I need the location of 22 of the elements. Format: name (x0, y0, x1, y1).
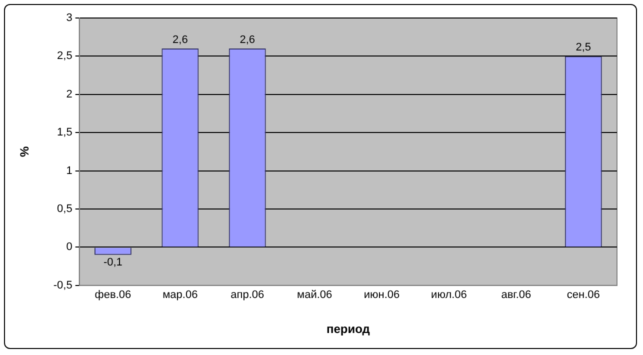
y-axis-title: % (18, 146, 32, 158)
y-tick-label: 1,5 (57, 126, 72, 139)
y-tick-label: 0 (66, 241, 72, 254)
y-tick-label: 1 (66, 164, 72, 177)
x-tick-label: авг.06 (501, 289, 532, 302)
x-tick-label: мар.06 (162, 289, 198, 302)
data-label: 2,5 (576, 42, 592, 54)
x-axis-title: период (326, 322, 370, 336)
data-label: -0,1 (103, 256, 122, 268)
x-tick-label: апр.06 (230, 289, 264, 302)
x-tick-label: июн.06 (364, 289, 400, 302)
data-label: 2,6 (172, 34, 188, 46)
x-tick-label: май.06 (297, 289, 332, 302)
x-tick-label: июл.06 (431, 289, 467, 302)
y-tick-label: 0,5 (57, 203, 72, 216)
x-tick-label: сен.06 (566, 289, 600, 302)
y-tick-label: 2 (66, 88, 72, 100)
y-tick-label: 2,5 (57, 50, 72, 62)
y-tick-label: -0,5 (53, 279, 72, 292)
y-tick-label: 3 (66, 12, 72, 24)
data-label: 2,6 (240, 34, 256, 46)
x-tick-label: фев.06 (94, 289, 132, 302)
